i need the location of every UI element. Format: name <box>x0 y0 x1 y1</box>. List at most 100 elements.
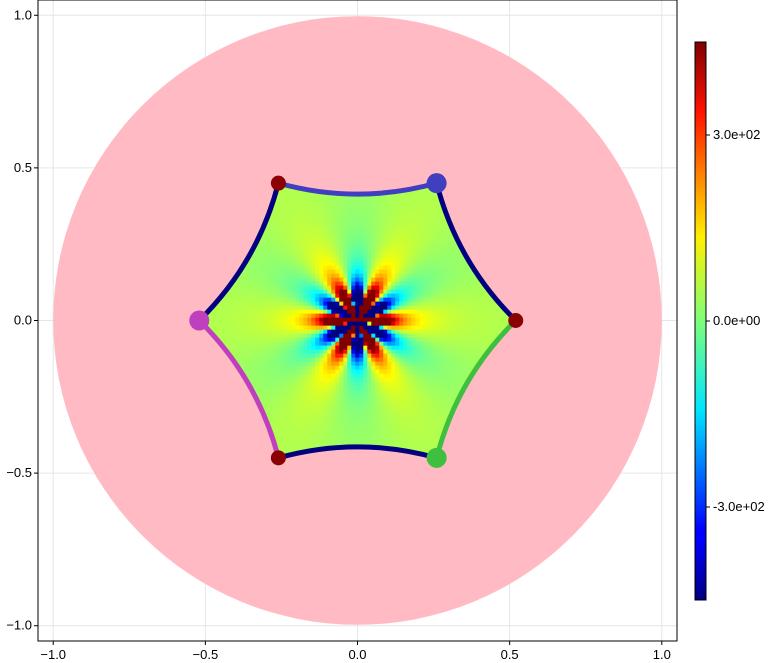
field-cell <box>371 233 376 239</box>
field-cell <box>431 325 436 331</box>
field-cell <box>315 325 320 331</box>
field-cell <box>283 185 288 191</box>
field-cell <box>387 281 392 287</box>
field-cell <box>379 389 384 395</box>
field-cell <box>455 293 460 299</box>
field-cell <box>503 317 508 323</box>
field-cell <box>495 305 500 311</box>
field-cell <box>327 305 332 311</box>
field-cell <box>399 193 404 199</box>
field-cell <box>315 405 320 411</box>
field-cell <box>291 413 296 419</box>
field-cell <box>235 317 240 323</box>
field-cell <box>271 213 276 219</box>
field-cell <box>327 277 332 283</box>
field-cell <box>351 337 356 343</box>
field-cell <box>427 421 432 427</box>
field-cell <box>215 317 220 323</box>
field-cell <box>351 357 356 363</box>
field-cell <box>383 273 388 279</box>
field-cell <box>379 281 384 287</box>
field-cell <box>355 313 360 319</box>
field-cell <box>263 253 268 259</box>
field-cell <box>363 381 368 387</box>
field-cell <box>287 229 292 235</box>
field-cell <box>467 329 472 335</box>
field-cell <box>255 321 260 327</box>
field-cell <box>479 321 484 327</box>
field-cell <box>267 293 272 299</box>
field-cell <box>411 325 416 331</box>
field-cell <box>267 361 272 367</box>
field-cell <box>311 225 316 231</box>
field-cell <box>395 389 400 395</box>
field-cell <box>475 317 480 323</box>
field-cell <box>387 413 392 419</box>
field-cell <box>459 377 464 383</box>
field-cell <box>287 349 292 355</box>
field-cell <box>315 289 320 295</box>
field-cell <box>275 333 280 339</box>
field-cell <box>419 285 424 291</box>
field-cell <box>303 305 308 311</box>
field-cell <box>387 197 392 203</box>
field-cell <box>379 333 384 339</box>
field-cell <box>243 265 248 271</box>
field-cell <box>359 341 364 347</box>
field-cell <box>263 233 268 239</box>
field-cell <box>343 325 348 331</box>
field-cell <box>299 289 304 295</box>
field-cell <box>235 309 240 315</box>
field-cell <box>455 265 460 271</box>
field-cell <box>371 313 376 319</box>
field-cell <box>451 345 456 351</box>
field-cell <box>443 309 448 315</box>
field-cell <box>455 289 460 295</box>
field-cell <box>411 421 416 427</box>
field-cell <box>347 237 352 243</box>
field-cell <box>243 329 248 335</box>
field-cell <box>295 341 300 347</box>
field-cell <box>315 337 320 343</box>
field-cell <box>319 193 324 199</box>
field-cell <box>419 345 424 351</box>
field-cell <box>411 393 416 399</box>
field-cell <box>371 333 376 339</box>
field-cell <box>339 377 344 383</box>
field-cell <box>299 365 304 371</box>
field-cell <box>467 345 472 351</box>
field-cell <box>259 361 264 367</box>
field-cell <box>335 249 340 255</box>
field-cell <box>475 305 480 311</box>
field-cell <box>263 245 268 251</box>
field-cell <box>447 341 452 347</box>
field-cell <box>487 317 492 323</box>
field-cell <box>331 293 336 299</box>
field-cell <box>271 349 276 355</box>
field-cell <box>291 273 296 279</box>
field-cell <box>375 345 380 351</box>
field-cell <box>295 309 300 315</box>
field-cell <box>367 225 372 231</box>
field-cell <box>399 209 404 215</box>
field-cell <box>251 353 256 359</box>
field-cell <box>431 301 436 307</box>
field-cell <box>427 261 432 267</box>
field-cell <box>419 297 424 303</box>
field-cell <box>439 377 444 383</box>
field-cell <box>423 189 428 195</box>
field-cell <box>343 245 348 251</box>
field-cell <box>403 281 408 287</box>
field-cell <box>395 293 400 299</box>
field-cell <box>383 377 388 383</box>
field-cell <box>279 265 284 271</box>
field-cell <box>435 217 440 223</box>
field-cell <box>447 277 452 283</box>
field-cell <box>283 349 288 355</box>
field-cell <box>311 217 316 223</box>
field-cell <box>339 297 344 303</box>
field-cell <box>435 357 440 363</box>
field-cell <box>287 225 292 231</box>
field-cell <box>291 357 296 363</box>
field-cell <box>275 397 280 403</box>
